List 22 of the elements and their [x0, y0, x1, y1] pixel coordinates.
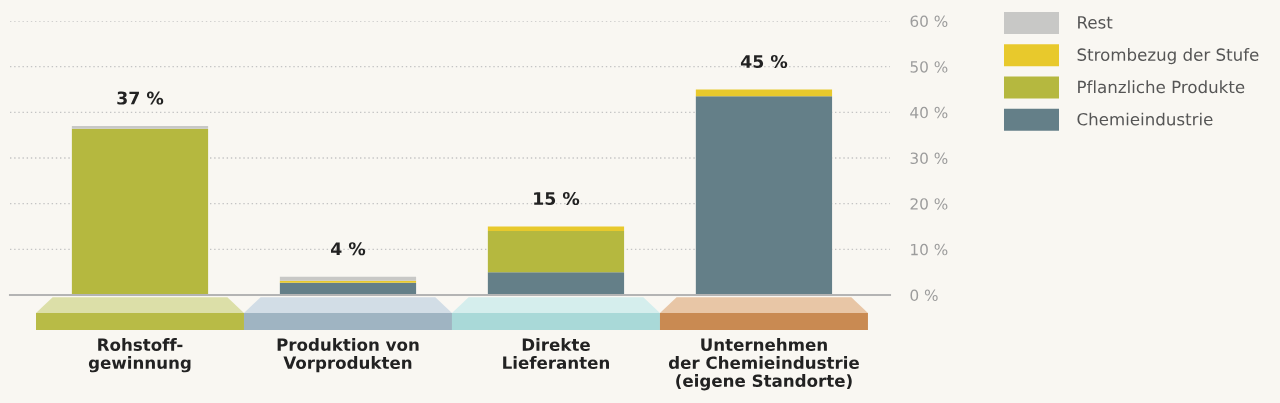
legend-label: Strombezug der Stufe [1077, 48, 1259, 65]
y-tick-label: 20 % [910, 198, 948, 210]
total-label: 37 % [117, 91, 164, 105]
x-tick-label: Produktion von Vorprodukten [277, 338, 419, 373]
total-label: 45 % [740, 54, 788, 69]
y-tick-label: 30 % [910, 152, 948, 165]
total-label: 15 % [534, 191, 580, 206]
bar [279, 276, 417, 281]
y-tick-label: 10 % [911, 243, 948, 256]
bar [71, 126, 209, 129]
x-tick-label: Direkte Lieferanten [503, 338, 609, 369]
y-tick-label: 40 % [910, 106, 948, 119]
legend-label: Pflanzliche Produkte [1078, 80, 1245, 94]
bar [487, 231, 625, 273]
x-tick-label: Unternehmen der Chemieindustrie (eigene Standorte) [668, 338, 859, 391]
x-tick-label: Rohstoff- gewinnung [88, 338, 191, 373]
legend-label: Rest [1078, 16, 1113, 29]
y-tick-label: 50 % [910, 61, 948, 73]
total-label: 4 % [331, 242, 366, 256]
y-tick-label: 60 % [910, 15, 948, 28]
y-tick-label: 0 % [910, 289, 938, 302]
legend-label: Chemieindustrie [1077, 112, 1213, 126]
